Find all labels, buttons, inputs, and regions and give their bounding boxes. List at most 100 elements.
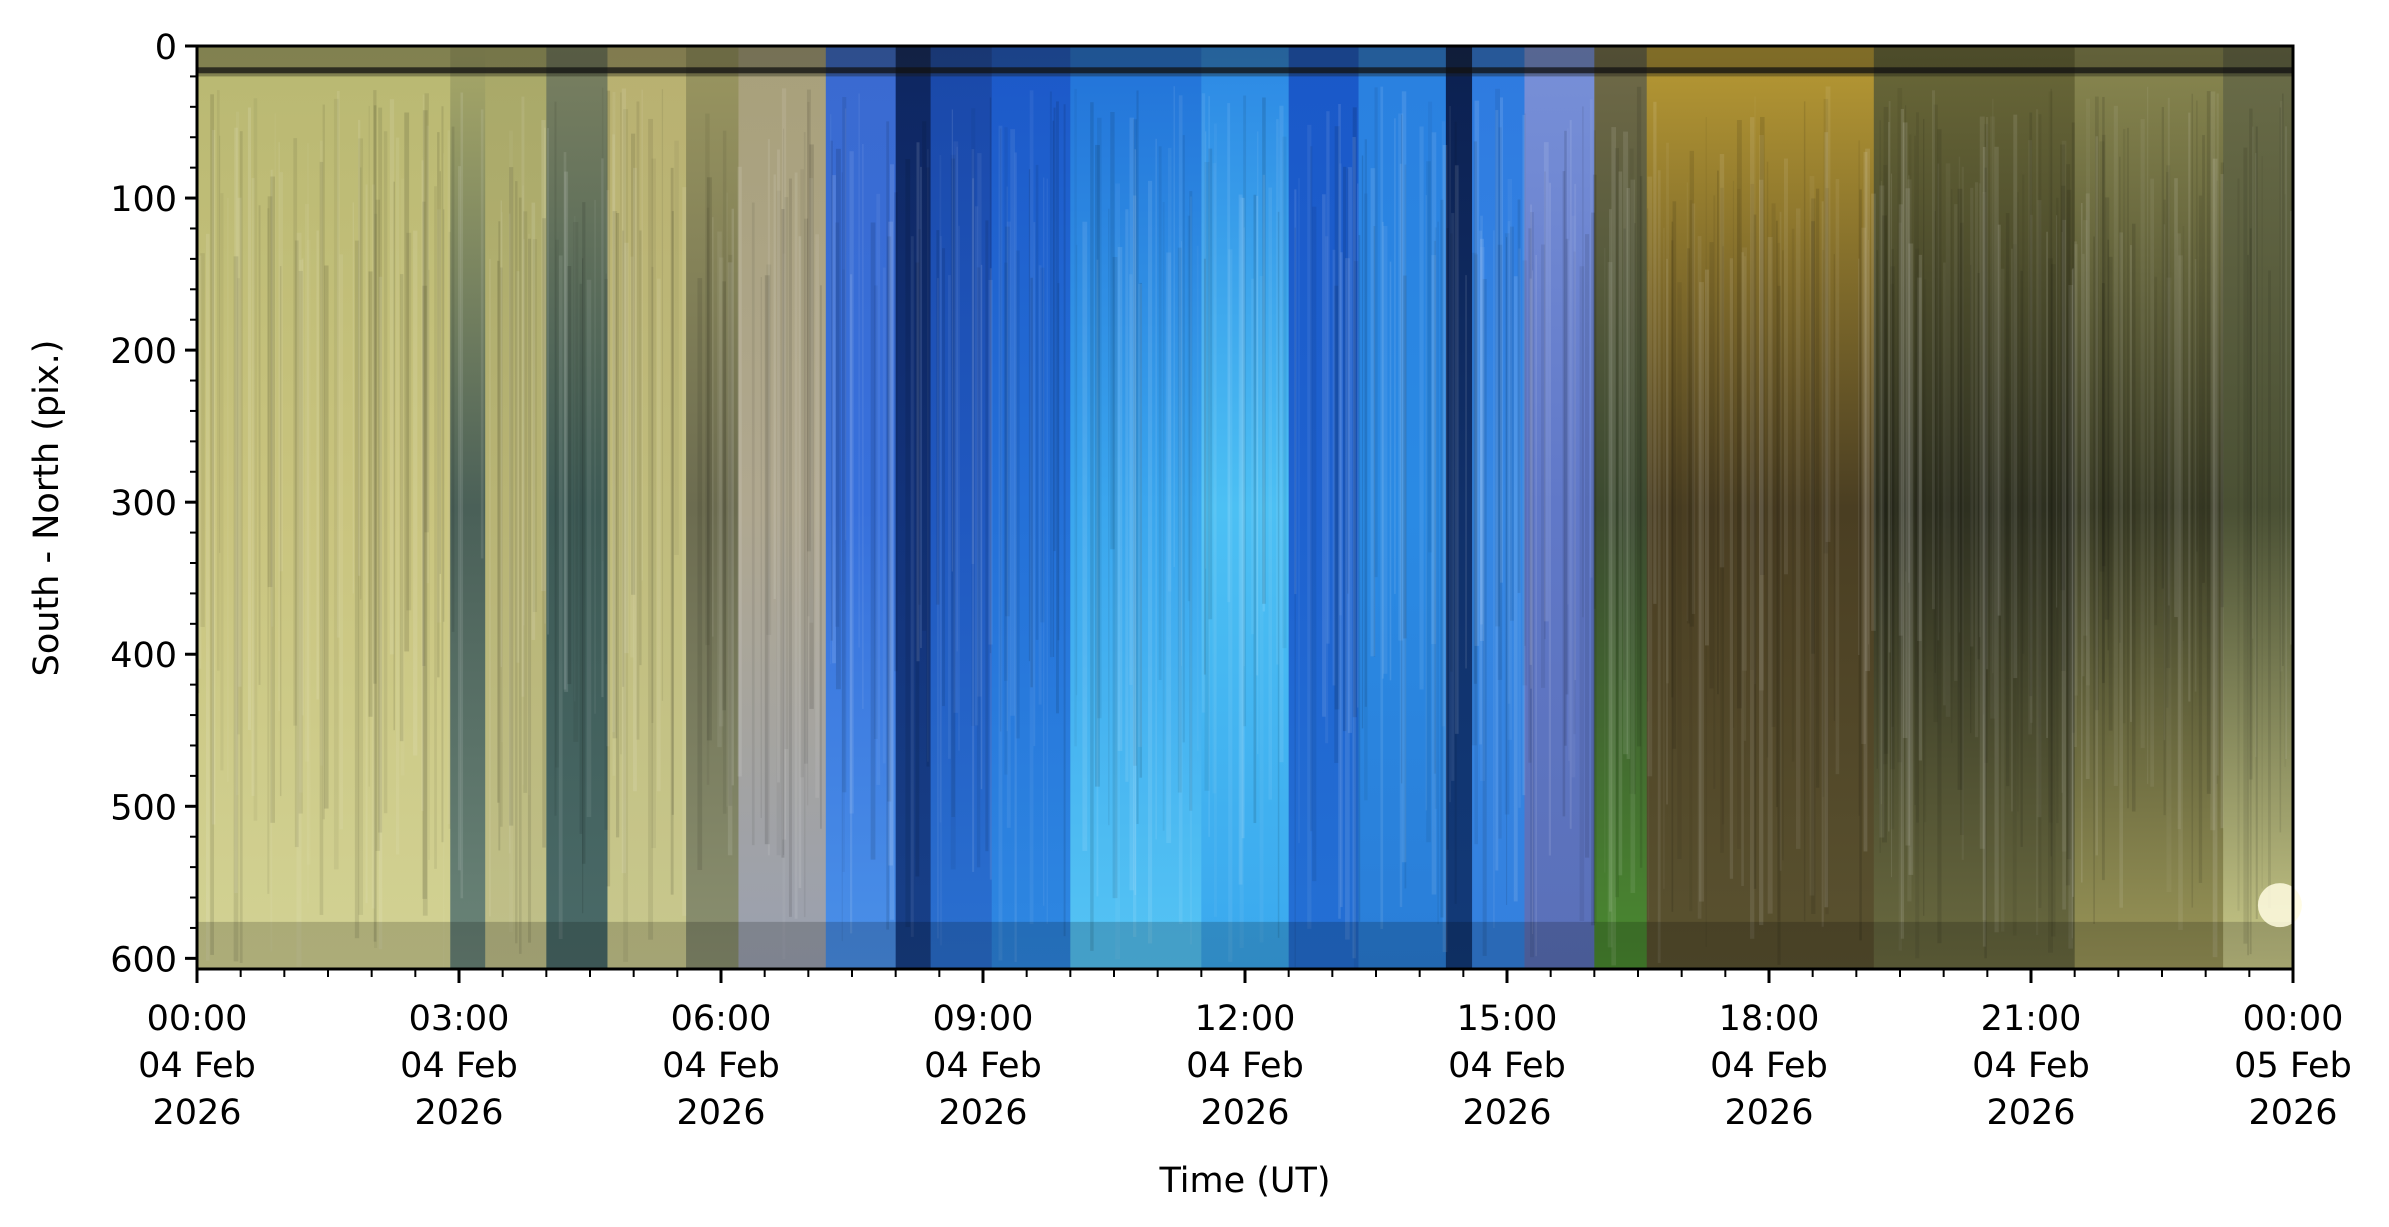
streak xyxy=(1268,187,1273,800)
streak xyxy=(1035,164,1039,640)
streak xyxy=(612,91,616,776)
streak xyxy=(500,267,503,827)
x-tick-time: 18:00 xyxy=(1719,999,1820,1039)
streak xyxy=(316,230,319,700)
streak xyxy=(2061,232,2063,793)
streak xyxy=(849,274,853,934)
streak xyxy=(2216,180,2218,784)
streak xyxy=(1775,220,1778,808)
streak xyxy=(1825,86,1831,542)
keogram-band xyxy=(607,46,687,969)
streak xyxy=(1741,252,1744,886)
streak xyxy=(1666,142,1669,684)
streak xyxy=(737,166,742,777)
streak xyxy=(1902,122,1908,738)
streak xyxy=(784,197,789,750)
streak xyxy=(1867,239,1869,645)
streak xyxy=(2279,107,2282,833)
streak xyxy=(1507,179,1513,740)
streak xyxy=(1937,163,1940,641)
y-tick-label: 400 xyxy=(110,636,177,676)
streak xyxy=(1239,197,1244,949)
x-axis: 00:00 04 Feb 2026 03:00 04 Feb 2026 06:00 04 Fe… xyxy=(138,969,2352,1133)
streak xyxy=(612,134,615,733)
streak xyxy=(1524,113,1526,646)
streak xyxy=(998,125,1003,961)
streak xyxy=(1251,278,1255,635)
streak xyxy=(722,130,727,814)
streak xyxy=(1029,90,1034,925)
streak xyxy=(1403,275,1407,639)
streak xyxy=(1173,86,1175,567)
y-tick-label: 300 xyxy=(110,484,177,524)
streak xyxy=(1959,222,1964,835)
y-tick-label: 500 xyxy=(110,788,177,828)
streak xyxy=(1569,120,1572,829)
streak xyxy=(636,101,640,740)
streak xyxy=(974,206,979,726)
streak xyxy=(939,154,942,823)
streak xyxy=(651,158,656,849)
streak xyxy=(2119,156,2121,643)
streak xyxy=(2083,220,2088,636)
streak xyxy=(563,152,567,690)
streak xyxy=(712,217,714,637)
streak xyxy=(1473,141,1477,684)
keogram-band xyxy=(1070,46,1202,969)
streak xyxy=(1630,179,1636,893)
streak xyxy=(1451,213,1455,781)
streak xyxy=(1530,204,1532,689)
streak xyxy=(794,172,798,919)
streak xyxy=(1871,193,1876,631)
streak xyxy=(1933,104,1938,723)
streak xyxy=(1177,247,1182,793)
streak xyxy=(1204,162,1210,791)
streak xyxy=(1187,215,1191,602)
streak xyxy=(1425,195,1428,811)
streak xyxy=(1506,237,1508,905)
streak xyxy=(2198,195,2203,883)
streak xyxy=(727,262,733,856)
streak xyxy=(2093,236,2095,924)
streak xyxy=(1750,183,1755,670)
streak xyxy=(1890,283,1895,830)
streak xyxy=(697,278,703,871)
streak xyxy=(2035,109,2039,936)
streak xyxy=(2013,114,2018,679)
streak xyxy=(1129,274,1133,685)
streak xyxy=(1082,221,1088,851)
streak xyxy=(1112,256,1118,899)
streak xyxy=(1307,124,1312,929)
streak xyxy=(1033,222,1036,747)
streak xyxy=(422,201,426,667)
streak xyxy=(798,236,802,889)
streak xyxy=(1709,242,1714,689)
streak xyxy=(1592,174,1597,923)
x-tick-year: 2026 xyxy=(1724,1093,1813,1133)
streak xyxy=(1276,119,1279,665)
streak xyxy=(1147,180,1153,944)
streak xyxy=(1401,91,1407,863)
streak xyxy=(1992,98,1994,674)
streak xyxy=(1373,226,1376,657)
streak xyxy=(1110,111,1115,550)
streak xyxy=(586,279,592,818)
streak xyxy=(2195,100,2198,552)
bright-spot xyxy=(2257,883,2302,928)
streak xyxy=(579,283,583,834)
streak xyxy=(2131,223,2136,812)
streak xyxy=(764,275,770,845)
streak xyxy=(1108,208,1110,826)
streak xyxy=(2071,269,2073,939)
streak xyxy=(951,109,954,572)
streak xyxy=(783,128,785,855)
streak xyxy=(1510,226,1514,621)
streak xyxy=(807,101,810,617)
streak xyxy=(2154,276,2158,626)
streak xyxy=(395,137,400,855)
streak xyxy=(564,171,569,692)
streak xyxy=(1579,266,1585,922)
streak xyxy=(1431,255,1437,645)
streak xyxy=(2073,241,2077,748)
streak xyxy=(301,258,304,716)
